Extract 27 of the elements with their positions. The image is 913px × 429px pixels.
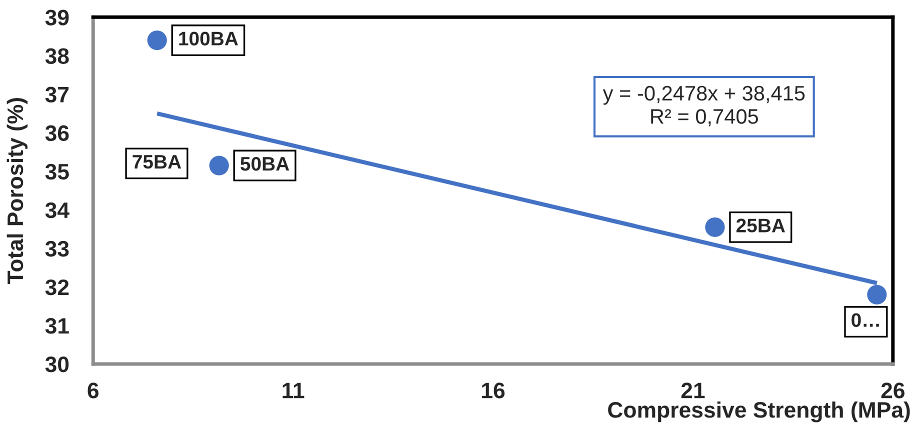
y-tick-label: 36	[45, 125, 69, 142]
point	[705, 217, 725, 238]
y-tick-label: 39	[45, 10, 69, 26]
point	[147, 30, 167, 50]
y-tick-label: 37	[45, 86, 69, 103]
annotation: 50BA	[240, 156, 290, 171]
x-tick-label: 26	[881, 382, 904, 398]
y-tick-label: 32	[45, 279, 69, 296]
y-tick-label: 38	[45, 48, 69, 64]
y-tick-label: 33	[45, 240, 69, 257]
y-tick-label: 30	[45, 356, 69, 372]
annotation: y = -0,2478x + 38,415 R² = 0,7405	[602, 86, 805, 126]
annotation: 25BA	[736, 218, 785, 232]
y-tick-label: 31	[45, 318, 69, 334]
y-tick-label: 34	[45, 202, 70, 218]
point	[867, 284, 887, 304]
annotation: 0…	[852, 313, 879, 327]
x-tick-label: 11	[282, 382, 304, 398]
x-tick-label: 21	[681, 382, 705, 398]
y-axis-title: Total Porosity (%)	[6, 98, 28, 284]
x-tick-label: 6	[88, 382, 99, 398]
annotation: 75BA	[132, 155, 182, 169]
y-tick-label: 35	[45, 164, 69, 180]
x-axis-title: Compressive Strength (MPa)	[608, 401, 910, 422]
x-tick-label: 16	[482, 382, 505, 398]
point	[209, 156, 229, 176]
annotation: 100BA	[179, 32, 238, 46]
